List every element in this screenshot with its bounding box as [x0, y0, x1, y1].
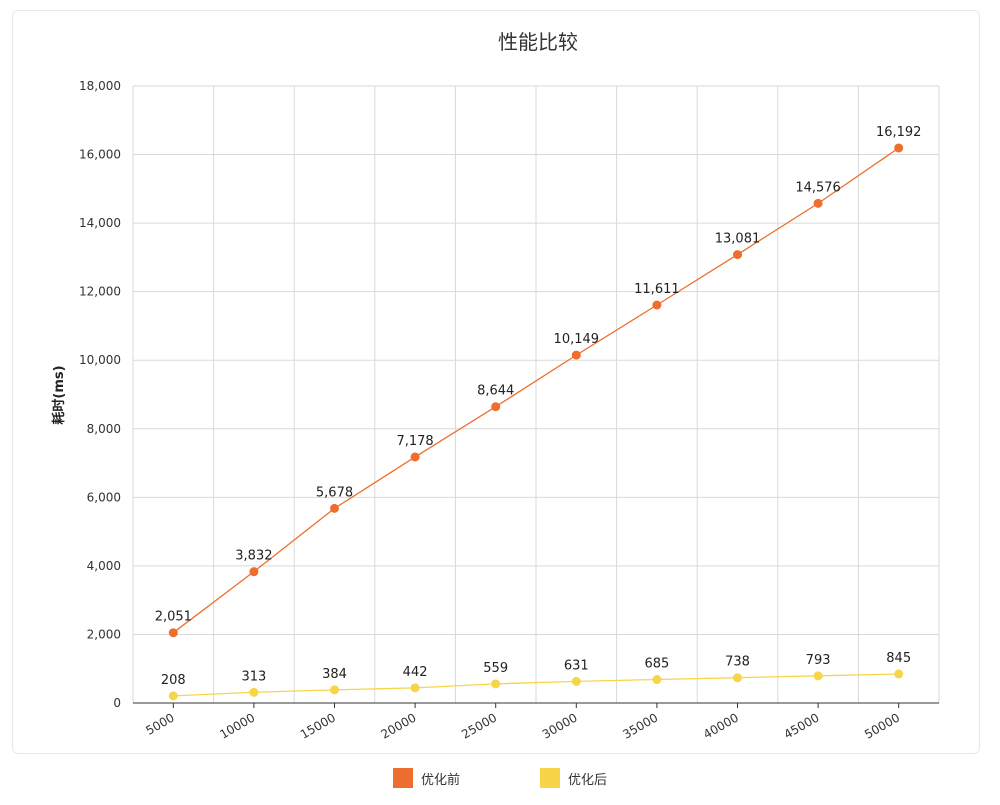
y-tick-label: 8,000	[87, 422, 121, 436]
data-label: 208	[161, 673, 186, 688]
series-line-1	[173, 673, 899, 697]
data-point	[330, 503, 339, 513]
data-label: 10,149	[554, 332, 600, 347]
data-point	[249, 567, 259, 577]
data-label: 7,178	[396, 434, 433, 449]
y-tick-label: 18,000	[79, 79, 121, 93]
data-label: 11,611	[634, 282, 680, 297]
data-label: 5,678	[316, 485, 353, 500]
y-tick-label: 10,000	[79, 353, 121, 367]
y-tick-label: 4,000	[87, 559, 121, 573]
data-label: 13,081	[715, 232, 761, 247]
legend-item-before[interactable]: 优化前	[392, 768, 460, 788]
data-label: 8,644	[477, 384, 514, 399]
data-label: 793	[806, 653, 831, 668]
data-label: 2,051	[155, 610, 192, 625]
x-tick-label: 5000	[143, 710, 176, 737]
data-point	[571, 676, 581, 686]
y-axis-label: 耗时(ms)	[51, 365, 67, 424]
data-label: 559	[483, 661, 508, 676]
y-tick-label: 6,000	[87, 490, 121, 504]
data-point	[733, 673, 742, 683]
legend-label-after: 优化后	[568, 772, 608, 788]
data-point	[894, 669, 904, 679]
legend-label-before: 优化前	[420, 772, 460, 788]
data-point	[491, 402, 501, 412]
y-tick-label: 0	[113, 696, 121, 710]
series: 2,051 3,832 5,678 7,178 8,644 10,149 11,611 13,…	[155, 125, 922, 701]
data-point	[330, 685, 339, 695]
x-tick-label: 50000	[862, 710, 902, 741]
data-point	[813, 671, 823, 681]
data-label: 313	[241, 669, 266, 684]
legend[interactable]: 优化前 优化后	[0, 768, 1000, 788]
legend-swatch-before	[392, 768, 413, 788]
data-point	[410, 452, 420, 462]
legend-item-after[interactable]: 优化后	[540, 768, 607, 788]
y-tick-label: 2,000	[87, 627, 121, 641]
y-tick-label: 12,000	[79, 285, 121, 299]
x-tick-label: 10000	[217, 710, 257, 741]
axes: 0 2,000 4,000 6,000 8,000 10,000 12,000 14,000 1…	[79, 79, 939, 742]
data-point	[491, 679, 501, 689]
data-label: 16,192	[876, 125, 922, 140]
x-tick-label: 35000	[620, 710, 660, 741]
x-tick-label: 30000	[540, 710, 580, 741]
legend-swatch-after	[540, 768, 560, 788]
data-point	[733, 250, 742, 260]
data-point	[894, 143, 904, 153]
data-label: 631	[564, 658, 589, 673]
x-tick-label: 20000	[379, 710, 419, 741]
data-point	[249, 687, 259, 697]
data-label: 685	[644, 657, 669, 672]
data-label: 738	[725, 655, 750, 670]
data-point	[813, 198, 823, 208]
data-label: 845	[886, 651, 911, 666]
y-tick-label: 14,000	[79, 216, 121, 230]
data-point	[652, 300, 662, 310]
x-tick-label: 15000	[298, 710, 338, 741]
chart-title: 性能比较	[498, 30, 578, 54]
x-tick-label: 40000	[701, 710, 741, 741]
series-line-0	[172, 147, 900, 634]
x-tick-label: 25000	[459, 710, 499, 741]
y-tick-label: 16,000	[79, 148, 121, 162]
data-point	[168, 691, 178, 701]
line-chart: 性能比较 耗时(ms) 0 2,000 4,000 6,000 8,000 10,000 1…	[51, 30, 940, 742]
data-label: 14,576	[795, 180, 841, 195]
data-point	[410, 683, 420, 693]
data-label: 384	[322, 667, 347, 682]
grid	[132, 85, 940, 703]
data-label: 442	[403, 665, 428, 680]
data-point	[571, 350, 581, 360]
data-point	[652, 675, 662, 685]
data-label: 3,832	[235, 549, 272, 564]
x-tick-label: 45000	[782, 710, 822, 741]
data-point	[168, 628, 178, 638]
